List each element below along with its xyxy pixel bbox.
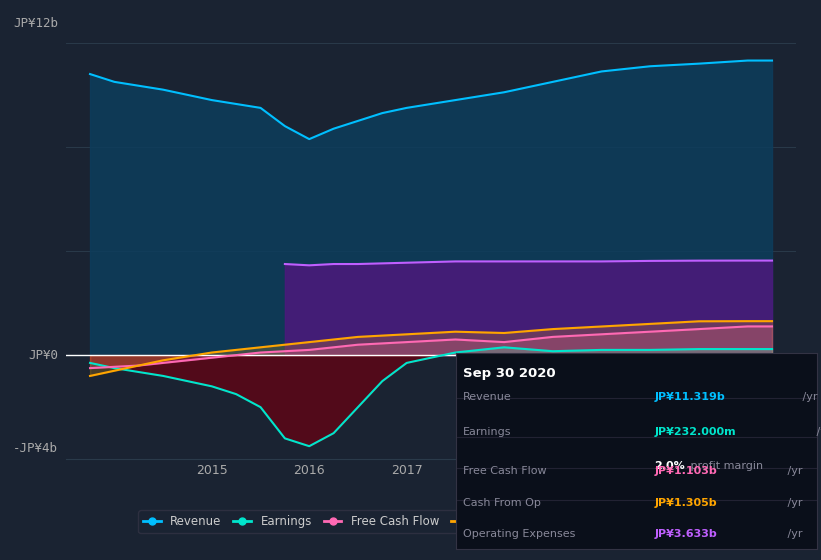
Text: /yr: /yr: [814, 427, 821, 437]
Text: Earnings: Earnings: [463, 427, 511, 437]
Text: /yr: /yr: [784, 529, 803, 539]
Text: JP¥3.633b: JP¥3.633b: [654, 529, 717, 539]
Text: -JP¥4b: -JP¥4b: [13, 442, 58, 455]
Text: 2.0%: 2.0%: [654, 460, 685, 470]
Text: Sep 30 2020: Sep 30 2020: [463, 367, 556, 380]
Text: JP¥11.319b: JP¥11.319b: [654, 392, 725, 402]
Text: JP¥0: JP¥0: [29, 349, 58, 362]
Text: Free Cash Flow: Free Cash Flow: [463, 466, 547, 477]
Legend: Revenue, Earnings, Free Cash Flow, Cash From Op, Operating Expenses: Revenue, Earnings, Free Cash Flow, Cash …: [139, 511, 723, 533]
Text: /yr: /yr: [784, 466, 803, 477]
Text: JP¥1.103b: JP¥1.103b: [654, 466, 717, 477]
Text: Operating Expenses: Operating Expenses: [463, 529, 576, 539]
Text: JP¥1.305b: JP¥1.305b: [654, 498, 717, 508]
Text: /yr: /yr: [784, 498, 803, 508]
Text: Revenue: Revenue: [463, 392, 511, 402]
Text: profit margin: profit margin: [687, 460, 763, 470]
Text: Cash From Op: Cash From Op: [463, 498, 541, 508]
Text: JP¥12b: JP¥12b: [13, 17, 58, 30]
Text: /yr: /yr: [799, 392, 818, 402]
Text: JP¥232.000m: JP¥232.000m: [654, 427, 736, 437]
